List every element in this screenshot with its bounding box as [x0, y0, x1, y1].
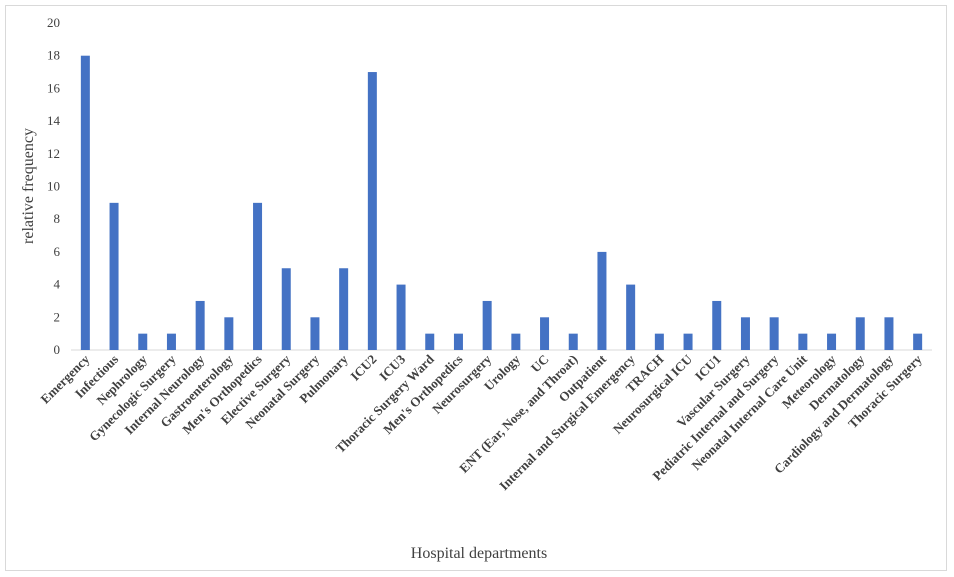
bars: [80, 55, 923, 351]
bar: [224, 317, 234, 350]
bar: [540, 317, 550, 350]
x-axis-title: Hospital departments: [411, 545, 547, 562]
y-axis-ticks: 0 2 4 6 8 10 12 14 16 18 20: [47, 15, 61, 357]
bar: [712, 300, 722, 350]
bar: [884, 317, 894, 350]
bar: [482, 300, 492, 350]
y-tick-label: 0: [54, 342, 61, 357]
y-axis-title: relative frequency: [20, 128, 37, 244]
bar: [798, 333, 808, 350]
bar: [511, 333, 521, 350]
bar: [396, 284, 406, 350]
bar: [626, 284, 636, 350]
bar: [109, 202, 119, 350]
bar: [310, 317, 320, 350]
y-tick-label: 6: [54, 244, 61, 259]
y-tick-label: 2: [54, 309, 61, 324]
bar: [597, 251, 607, 350]
chart-frame: 0 2 4 6 8 10 12 14 16 18 20 Emergency Infectious Nep…: [5, 5, 947, 571]
y-tick-label: 12: [47, 146, 60, 161]
bar: [769, 317, 779, 350]
bar-chart: 0 2 4 6 8 10 12 14 16 18 20 EmergencyInfectiousNep…: [20, 15, 932, 562]
bar: [367, 72, 377, 351]
bar: [166, 333, 176, 350]
bar: [827, 333, 837, 350]
bar: [855, 317, 865, 350]
x-category-label: ICU2: [347, 352, 379, 384]
y-tick-label: 16: [47, 80, 61, 95]
bar: [654, 333, 664, 350]
y-tick-label: 20: [47, 15, 60, 30]
bar: [195, 300, 205, 350]
bar: [80, 55, 90, 350]
bar: [568, 333, 578, 350]
x-axis-category-labels: EmergencyInfectiousNephrologyGynecologic…: [37, 351, 925, 493]
bar: [281, 268, 291, 350]
bar: [253, 202, 263, 350]
bar: [740, 317, 750, 350]
y-tick-label: 8: [54, 211, 61, 226]
bar: [683, 333, 693, 350]
bar: [913, 333, 923, 350]
bar: [138, 333, 148, 350]
y-tick-label: 4: [54, 277, 61, 292]
bar: [453, 333, 463, 350]
bar: [425, 333, 435, 350]
y-tick-label: 18: [47, 48, 60, 63]
y-tick-label: 14: [47, 113, 61, 128]
y-tick-label: 10: [47, 179, 60, 194]
bar: [339, 268, 349, 350]
